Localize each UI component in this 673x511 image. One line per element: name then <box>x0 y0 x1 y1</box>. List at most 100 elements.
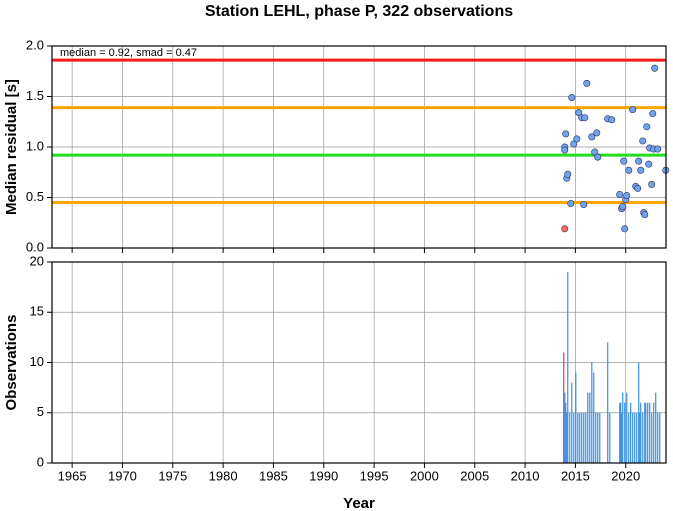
x-tick-label: 1985 <box>259 468 288 483</box>
bar <box>647 402 649 463</box>
point <box>562 130 570 138</box>
bar <box>632 412 634 463</box>
bar <box>659 412 661 463</box>
x-tick-label: 1980 <box>209 468 238 483</box>
bar <box>626 392 628 463</box>
x-axis-label: Year <box>343 495 375 511</box>
bar <box>583 412 585 463</box>
bar <box>628 412 630 463</box>
point <box>620 157 628 165</box>
plot-frame <box>51 45 667 249</box>
bar <box>620 402 622 463</box>
point <box>567 200 575 208</box>
point <box>648 180 656 188</box>
point <box>608 116 616 124</box>
point <box>573 135 581 143</box>
chart-title: Station LEHL, phase P, 322 observations <box>205 3 513 20</box>
bar <box>564 392 566 463</box>
y-tick-label: 15 <box>30 304 44 319</box>
point <box>621 225 629 233</box>
point <box>623 191 631 199</box>
bar <box>642 412 644 463</box>
bar <box>595 412 597 463</box>
bar <box>571 382 573 463</box>
point <box>625 166 633 174</box>
bar <box>638 362 640 463</box>
point <box>564 170 572 178</box>
x-tick-label: 1990 <box>309 468 338 483</box>
bar <box>630 402 632 463</box>
x-tick-label: 2015 <box>561 468 590 483</box>
point <box>616 190 624 198</box>
y-tick-label: 1.0 <box>26 138 44 153</box>
point <box>651 64 659 72</box>
y-tick-label: 0.5 <box>26 189 44 204</box>
point <box>588 133 596 141</box>
x-tick-label: 2010 <box>511 468 540 483</box>
annotation: median = 0.92, smad = 0.47 <box>60 47 197 59</box>
y-axis-label: Median residual [s] <box>3 79 20 215</box>
point <box>581 114 589 122</box>
x-tick-label: 1965 <box>58 468 87 483</box>
bar <box>569 412 571 463</box>
bar <box>640 402 642 463</box>
y-tick-label: 2.0 <box>26 37 44 52</box>
y-tick-label: 0 <box>37 454 44 469</box>
point <box>580 201 588 209</box>
point <box>594 153 602 161</box>
x-tick-label: 1975 <box>158 468 187 483</box>
point <box>629 106 637 114</box>
point <box>561 146 569 154</box>
point <box>641 211 649 219</box>
x-tick-label: 2005 <box>460 468 489 483</box>
bar <box>587 392 589 463</box>
point <box>645 160 653 168</box>
bar <box>575 372 577 463</box>
point <box>619 203 627 211</box>
y-tick-label: 1.5 <box>26 88 44 103</box>
bar <box>639 412 641 463</box>
point <box>591 148 599 156</box>
point <box>637 166 645 174</box>
bar <box>577 412 579 463</box>
bar <box>607 342 609 463</box>
bar <box>599 412 601 463</box>
y-tick-label: 10 <box>30 354 44 369</box>
bar <box>597 412 599 463</box>
point <box>635 157 643 165</box>
bar <box>634 412 636 463</box>
y-axis-label: Observations <box>3 315 20 411</box>
point <box>654 145 662 153</box>
bar <box>657 412 659 463</box>
bar <box>651 412 653 463</box>
bar <box>649 402 651 463</box>
bar <box>655 392 657 463</box>
bar <box>567 272 569 463</box>
point <box>643 123 651 131</box>
point <box>634 184 642 192</box>
bar <box>636 412 638 463</box>
bar <box>566 412 568 463</box>
y-tick-label: 20 <box>30 253 44 268</box>
bar <box>621 412 623 463</box>
plot-frame <box>51 261 667 464</box>
y-tick-label: 5 <box>37 404 44 419</box>
bar <box>565 402 567 463</box>
y-tick-label: 0.0 <box>26 239 44 254</box>
bar <box>644 402 646 463</box>
x-tick-label: 1970 <box>108 468 137 483</box>
bar <box>653 402 655 463</box>
bar <box>581 412 583 463</box>
bar <box>593 372 595 463</box>
bar <box>585 412 587 463</box>
point <box>568 94 576 102</box>
point <box>575 109 583 117</box>
bar <box>645 402 647 463</box>
bar <box>619 402 621 463</box>
bar <box>563 352 565 463</box>
bar <box>624 402 626 463</box>
bar <box>609 412 611 463</box>
point <box>583 79 591 87</box>
bar <box>579 412 581 463</box>
